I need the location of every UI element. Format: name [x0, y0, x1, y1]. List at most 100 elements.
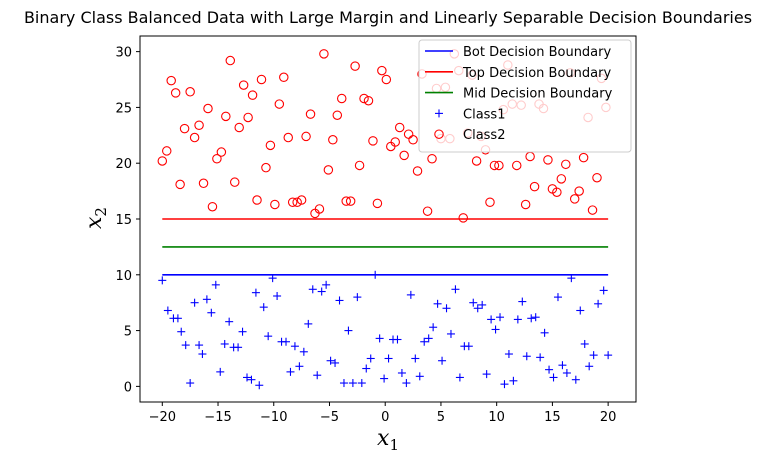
y-tick-label: 0: [124, 380, 132, 395]
class1-point: [504, 350, 513, 359]
class1-point: [286, 367, 295, 376]
class1-point: [446, 329, 455, 338]
legend-swatch: [434, 129, 444, 139]
class1-point: [567, 274, 576, 283]
class1-point: [397, 368, 406, 377]
x-tick-label: −20: [149, 410, 176, 425]
class2-point: [381, 74, 392, 85]
class1-point: [469, 298, 478, 307]
class1-point: [527, 314, 536, 323]
x-tick-label: −10: [260, 410, 287, 425]
class1-point: [207, 308, 216, 317]
class2-point: [494, 160, 504, 171]
class1-point: [604, 351, 613, 360]
x-tick-label: −5: [320, 410, 339, 425]
class2-point: [412, 166, 423, 176]
class2-point: [314, 204, 325, 214]
class1-point: [290, 342, 299, 351]
class2-point: [471, 156, 482, 166]
class1-point: [313, 371, 322, 380]
class2-point: [189, 132, 200, 143]
y-tick-label: 10: [115, 269, 132, 284]
class1-point: [273, 291, 282, 300]
class1-point: [429, 323, 438, 332]
class1-point: [576, 306, 585, 315]
x-tick-label: −15: [204, 410, 231, 425]
class2-point: [511, 160, 522, 171]
class1-point: [478, 300, 487, 309]
class2-point: [350, 61, 360, 71]
class2-point: [422, 206, 433, 216]
class1-point: [375, 334, 384, 343]
class1-point: [331, 358, 340, 367]
class2-point: [592, 172, 602, 183]
legend-item-top-decision-boundary: Top Decision Boundary: [425, 66, 611, 81]
class1-point: [264, 332, 273, 341]
class1-point: [202, 295, 211, 304]
class2-point: [287, 197, 298, 208]
class2-point: [270, 199, 280, 210]
class1-point: [473, 304, 482, 313]
class2-point: [543, 155, 553, 165]
class1-point: [496, 313, 505, 322]
class2-point: [221, 111, 231, 122]
class2-point: [162, 146, 172, 156]
class1-point: [522, 352, 531, 361]
class2-point: [363, 95, 374, 106]
class1-point: [442, 304, 451, 313]
class2-point: [292, 197, 302, 208]
legend-label: Class1: [463, 107, 505, 122]
y-tick-label: 15: [115, 213, 132, 228]
class2-point: [569, 194, 580, 204]
class1-point: [464, 342, 473, 351]
class1-point: [234, 343, 243, 352]
class1-point: [509, 376, 518, 385]
class2-point: [394, 122, 405, 133]
class2-point: [185, 87, 195, 97]
x-tick-label: 20: [600, 410, 617, 425]
class1-point: [482, 370, 491, 379]
class2-point: [427, 153, 437, 164]
y-tick-label: 30: [115, 46, 132, 61]
class2-point: [203, 103, 213, 114]
class1-point: [549, 373, 558, 382]
class2-point: [354, 160, 365, 171]
y-axis-label-base: x: [82, 216, 107, 229]
class2-point: [328, 135, 338, 145]
legend-swatch: [435, 109, 443, 118]
class2-point: [274, 99, 285, 109]
class1-point: [406, 290, 415, 299]
legend: Bot Decision Boundary Top Decision Bounda…: [418, 39, 632, 153]
class1-point: [380, 374, 389, 383]
class2-point: [247, 90, 258, 100]
y-tick-label: 20: [115, 157, 132, 172]
class1-point: [500, 380, 509, 389]
class1-point: [424, 334, 433, 343]
class2-point: [578, 152, 589, 163]
x-tick-label: 5: [437, 410, 445, 425]
class2-point: [529, 181, 540, 192]
class1-point: [553, 293, 562, 302]
class1-point: [163, 306, 172, 315]
legend-frame: [418, 39, 632, 153]
class2-point: [489, 160, 500, 171]
x-tick-label: 0: [381, 410, 389, 425]
class1-point: [402, 379, 411, 388]
class2-point: [458, 213, 468, 223]
class1-point: [536, 353, 545, 362]
class2-point: [520, 199, 531, 210]
class1-point: [491, 325, 500, 334]
class2-point: [279, 72, 289, 83]
class2-point: [323, 165, 334, 175]
x-tick-label: 10: [488, 410, 505, 425]
class1-point: [451, 285, 460, 294]
class1-point: [190, 298, 199, 307]
class2-point: [283, 132, 293, 143]
class1-point: [571, 375, 580, 384]
class2-point: [368, 136, 378, 146]
class1-point: [420, 337, 429, 346]
x-axis-label-sub: 1: [389, 436, 399, 454]
plot-area: [157, 49, 613, 390]
class2-point: [179, 123, 190, 134]
